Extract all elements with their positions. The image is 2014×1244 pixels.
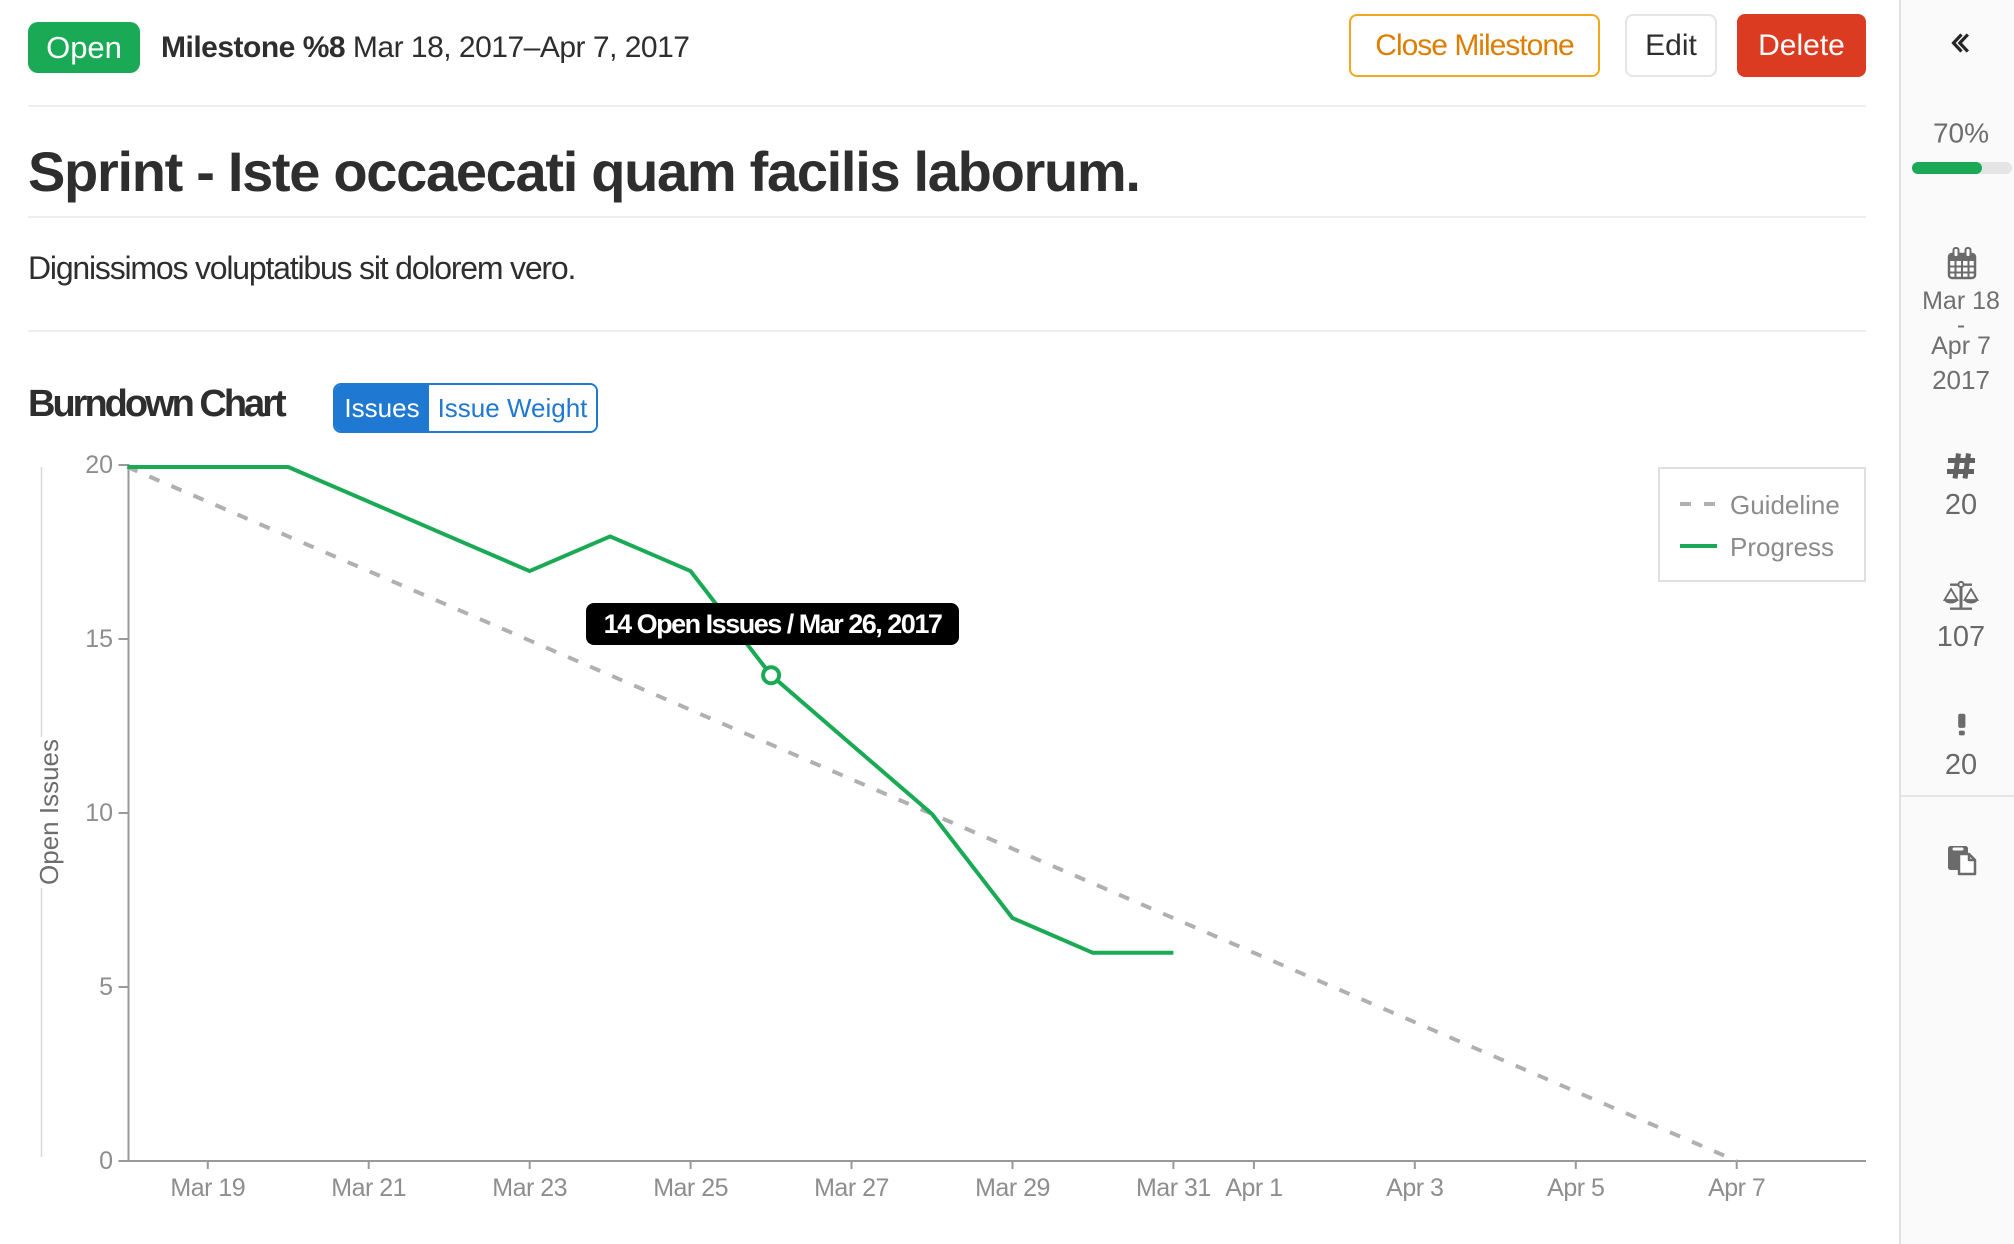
svg-text:Mar 23: Mar 23 — [492, 1174, 567, 1202]
svg-text:Apr 5: Apr 5 — [1547, 1174, 1604, 1202]
svg-text:Apr 7: Apr 7 — [1708, 1174, 1765, 1202]
svg-text:2017: 2017 — [1932, 365, 1990, 395]
svg-text:Apr 7: Apr 7 — [1931, 332, 1991, 360]
svg-text:-: - — [1957, 311, 1965, 339]
svg-text:10: 10 — [85, 799, 113, 827]
svg-text:Mar 27: Mar 27 — [814, 1174, 889, 1202]
svg-text:Open Issues: Open Issues — [34, 739, 64, 885]
svg-text:20: 20 — [1945, 489, 1977, 521]
svg-text:Mar 29: Mar 29 — [975, 1174, 1050, 1202]
svg-text:Progress: Progress — [1730, 532, 1834, 562]
svg-text:Mar 31: Mar 31 — [1136, 1174, 1211, 1202]
svg-text:Guideline: Guideline — [1730, 490, 1840, 520]
svg-text:Mar 18: Mar 18 — [1922, 287, 2000, 315]
svg-text:20: 20 — [1945, 749, 1977, 781]
svg-text:Mar 25: Mar 25 — [653, 1174, 728, 1202]
svg-text:15: 15 — [85, 625, 113, 653]
svg-text:70%: 70% — [1933, 118, 1989, 149]
svg-text:Apr 3: Apr 3 — [1386, 1174, 1443, 1202]
svg-text:5: 5 — [99, 973, 113, 1001]
svg-text:Mar 19: Mar 19 — [170, 1174, 245, 1202]
svg-text:20: 20 — [85, 451, 113, 479]
svg-text:Mar 21: Mar 21 — [331, 1174, 406, 1202]
svg-text:Apr 1: Apr 1 — [1225, 1174, 1282, 1202]
svg-text:0: 0 — [99, 1147, 113, 1175]
svg-text:107: 107 — [1937, 621, 1985, 653]
